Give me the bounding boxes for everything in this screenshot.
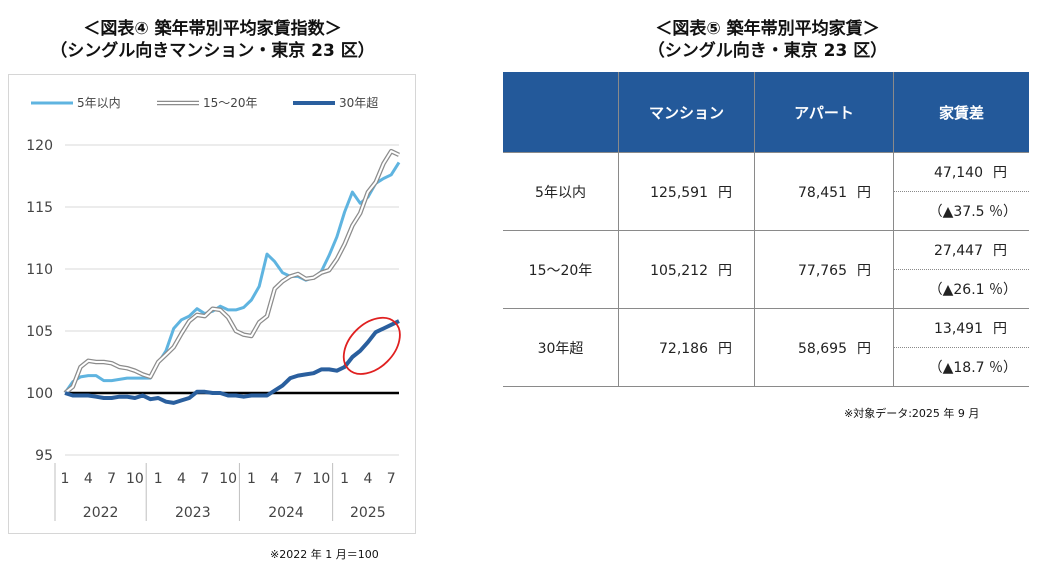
- y-tick-label: 95: [35, 448, 53, 464]
- table-header-row: マンション アパート 家賃差: [503, 72, 1029, 153]
- yen-unit: 円: [993, 321, 1007, 337]
- x-tick-label: 1: [247, 471, 256, 487]
- mansion-rent: 72,186 円: [618, 308, 755, 387]
- yen-unit: 円: [993, 243, 1007, 259]
- rent-gap-value: 27,447: [934, 243, 983, 259]
- series-line-5y: [63, 161, 401, 394]
- header-cell-rent-gap: 家賃差: [893, 72, 1029, 153]
- left-figure-title: ＜図表④ 築年帯別平均家賃指数＞ （シングル向きマンション・東京 23 区）: [0, 18, 425, 62]
- rent-gap: 47,140 円: [893, 152, 1029, 192]
- x-tick-label: 7: [107, 471, 116, 487]
- rent-index-chart-panel: 95 100 105 110 115 120 5年以内 15～20年 30年超 1 4 7 10 1 4 7 1…: [8, 74, 416, 534]
- apart-rent-value: 77,765: [798, 262, 847, 279]
- x-tick-label: 7: [200, 471, 209, 487]
- apart-rent-value: 78,451: [798, 184, 847, 201]
- table-row: 15～20年 105,212 円 77,765 円 27,447 円: [503, 230, 1029, 309]
- right-subtitle-line: （シングル向き・東京 23 区）: [647, 41, 888, 61]
- series-line-15-20y: [64, 150, 400, 394]
- row-label: 30年超: [503, 308, 619, 387]
- yen-unit: 円: [857, 184, 871, 201]
- row-label: 5年以内: [503, 152, 619, 231]
- average-rent-table: マンション アパート 家賃差 5年以内 125,591 円 78,451 円 47,140…: [503, 72, 1029, 387]
- mansion-rent-value: 72,186: [659, 340, 708, 357]
- y-tick-label: 105: [26, 324, 53, 340]
- yen-unit: 円: [718, 262, 732, 279]
- left-subtitle-line: （シングル向きマンション・東京 23 区）: [50, 41, 375, 61]
- x-tick-label: 1: [154, 471, 163, 487]
- x-tick-label: 4: [84, 471, 93, 487]
- header-cell-mansion: マンション: [618, 72, 755, 153]
- x-tick-label: 4: [177, 471, 186, 487]
- year-label: 2025: [350, 505, 386, 521]
- legend-label: 5年以内: [77, 96, 121, 110]
- rent-gap: 13,491 円: [893, 308, 1029, 348]
- chart-baseline-note: ※2022 年 1 月＝100: [270, 548, 379, 561]
- rent-gap-value: 13,491: [934, 321, 983, 337]
- x-tick-label: 1: [61, 471, 70, 487]
- x-tick-label: 7: [294, 471, 303, 487]
- year-label: 2023: [175, 505, 211, 521]
- y-tick-label: 120: [26, 138, 53, 154]
- mansion-rent-value: 105,212: [650, 262, 708, 279]
- apart-rent: 58,695 円: [754, 308, 894, 387]
- table-row: （▲18.7 ％）: [503, 347, 1029, 387]
- x-tick-label: 4: [270, 471, 279, 487]
- x-tick-label: 10: [312, 471, 330, 487]
- table-row: （▲26.1 ％）: [503, 269, 1029, 309]
- header-cell-blank: [503, 72, 619, 153]
- highlight-ellipse: [342, 316, 401, 375]
- right-title-line: ＜図表⑤ 築年帯別平均家賃＞: [655, 19, 880, 39]
- y-tick-label: 110: [26, 262, 53, 278]
- x-tick-label: 7: [387, 471, 396, 487]
- rent-gap: 27,447 円: [893, 230, 1029, 270]
- row-label: 15～20年: [503, 230, 619, 309]
- yen-unit: 円: [857, 262, 871, 279]
- yen-unit: 円: [993, 165, 1007, 181]
- x-tick-label: 1: [340, 471, 349, 487]
- legend-label: 30年超: [339, 95, 378, 110]
- x-tick-label: 10: [219, 471, 237, 487]
- x-tick-label: 4: [363, 471, 372, 487]
- apart-rent-value: 58,695: [798, 340, 847, 357]
- yen-unit: 円: [857, 340, 871, 357]
- right-figure-title: ＜図表⑤ 築年帯別平均家賃＞ （シングル向き・東京 23 区）: [500, 18, 1035, 62]
- rent-gap-value: 47,140: [934, 165, 983, 181]
- y-tick-label: 115: [26, 200, 53, 216]
- series-line-30y: [64, 319, 400, 405]
- year-label: 2024: [268, 505, 304, 521]
- rent-gap-percent: （▲18.7 ％）: [893, 347, 1029, 387]
- mansion-rent-value: 125,591: [650, 184, 708, 201]
- apart-rent: 77,765 円: [754, 230, 894, 309]
- yen-unit: 円: [718, 184, 732, 201]
- x-tick-label: 10: [126, 471, 144, 487]
- yen-unit: 円: [718, 340, 732, 357]
- series-line-15-20y-outer: [63, 148, 400, 395]
- legend-label: 15～20年: [203, 96, 258, 110]
- rent-gap-percent: （▲26.1 ％）: [893, 269, 1029, 309]
- rent-gap-percent: （▲37.5 ％）: [893, 191, 1029, 231]
- year-label: 2022: [83, 505, 119, 521]
- mansion-rent: 125,591 円: [618, 152, 755, 231]
- table-row: 30年超 72,186 円 58,695 円 13,491 円: [503, 308, 1029, 387]
- table-data-note: ※対象データ:2025 年 9 月: [844, 407, 980, 420]
- apart-rent: 78,451 円: [754, 152, 894, 231]
- header-cell-apart: アパート: [754, 72, 894, 153]
- left-title-line: ＜図表④ 築年帯別平均家賃指数＞: [83, 19, 342, 39]
- mansion-rent: 105,212 円: [618, 230, 755, 309]
- table-row: 5年以内 125,591 円 78,451 円 47,140 円: [503, 152, 1029, 231]
- y-tick-label: 100: [26, 386, 53, 402]
